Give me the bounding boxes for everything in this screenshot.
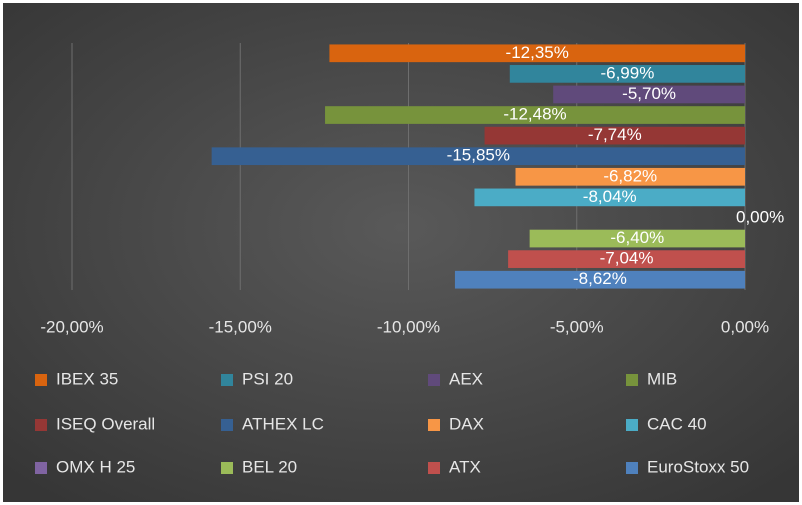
legend-label: EuroStoxx 50 [647, 457, 749, 476]
legend-label: DAX [449, 414, 484, 433]
bar [509, 65, 745, 83]
legend-swatch [428, 374, 440, 386]
data-label: -6,40% [610, 228, 664, 247]
x-tick-label: -15,00% [209, 317, 272, 336]
legend-swatch [221, 462, 233, 474]
legend-swatch [626, 374, 638, 386]
x-tick-label: -5,00% [550, 317, 604, 336]
data-label: -15,85% [447, 146, 510, 165]
bar [508, 250, 745, 268]
legend-swatch [221, 419, 233, 431]
legend-swatch [428, 462, 440, 474]
legend-label: AEX [449, 369, 483, 388]
legend-label: MIB [647, 369, 677, 388]
x-tick-label: -20,00% [40, 317, 103, 336]
legend-label: BEL 20 [242, 457, 297, 476]
legend-swatch [221, 374, 233, 386]
data-label: -5,70% [622, 84, 676, 103]
legend-label: ATHEX LC [242, 414, 324, 433]
legend-label: IBEX 35 [56, 369, 118, 388]
data-label: -8,62% [573, 269, 627, 288]
data-label: -6,99% [600, 63, 654, 82]
data-label: -8,04% [583, 187, 637, 206]
data-label: -7,74% [588, 125, 642, 144]
bar [211, 147, 745, 166]
legend-swatch [428, 419, 440, 431]
bar [553, 85, 745, 104]
legend-swatch [626, 419, 638, 431]
data-label: -6,82% [603, 166, 657, 185]
bar [474, 188, 745, 207]
bar [484, 126, 745, 145]
bar [529, 229, 745, 248]
data-label: -7,04% [600, 249, 654, 268]
legend-label: CAC 40 [647, 414, 707, 433]
x-tick-label: 0,00% [721, 317, 769, 336]
bar [325, 106, 745, 124]
bar [329, 44, 745, 63]
legend-label: OMX H 25 [56, 457, 135, 476]
legend-label: ATX [449, 457, 481, 476]
legend-swatch [35, 419, 47, 431]
data-label: -12,35% [506, 43, 569, 62]
bar [515, 167, 745, 186]
x-tick-label: -10,00% [377, 317, 440, 336]
legend-label: ISEQ Overall [56, 414, 155, 433]
legend-label: PSI 20 [242, 369, 293, 388]
legend-swatch [626, 462, 638, 474]
data-label: 0,00% [736, 207, 784, 226]
bar [454, 270, 745, 289]
legend-swatch [35, 374, 47, 386]
data-label: -12,48% [503, 105, 566, 124]
legend-swatch [35, 462, 47, 474]
